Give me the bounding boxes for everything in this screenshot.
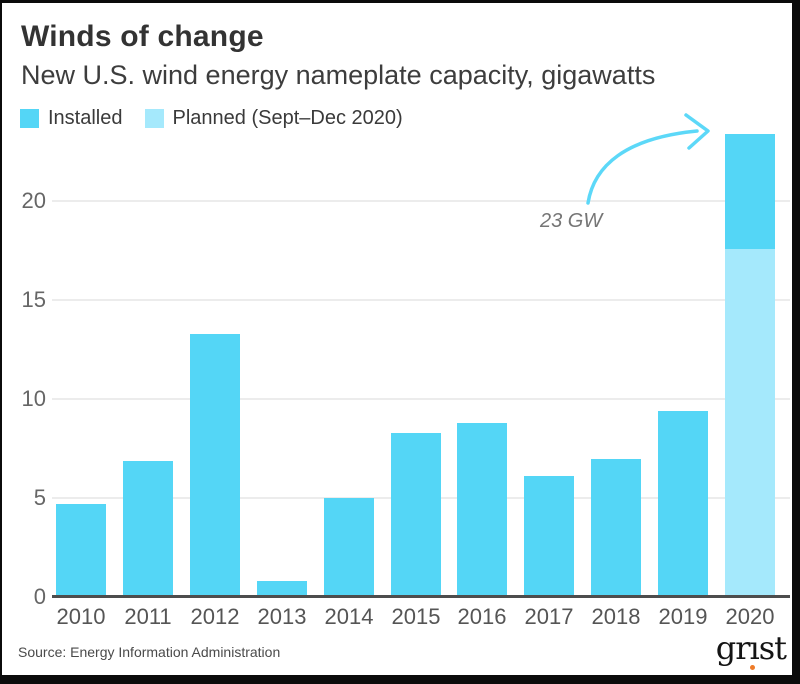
y-tick-label-10: 10 bbox=[21, 386, 46, 412]
frame-border-left bbox=[0, 0, 2, 684]
y-tick-label-5: 5 bbox=[33, 485, 46, 511]
x-tick-label-2018: 2018 bbox=[591, 604, 641, 629]
logo-dot bbox=[749, 665, 755, 670]
x-tick-label-2012: 2012 bbox=[190, 604, 240, 629]
chart-subtitle: New U.S. wind energy nameplate capacity,… bbox=[21, 60, 656, 90]
legend: Installed Planned (Sept–Dec 2020) bbox=[20, 107, 403, 130]
grist-logo: grıst bbox=[715, 629, 787, 670]
y-tick-label-0: 0 bbox=[33, 584, 46, 609]
gridline-10 bbox=[52, 398, 790, 401]
y-tick-label-15: 15 bbox=[21, 287, 46, 313]
gridline-15 bbox=[52, 299, 790, 302]
source-credit: Source: Energy Information Administratio… bbox=[18, 644, 281, 660]
x-tick-label-2016: 2016 bbox=[457, 604, 507, 629]
installed-swatch-icon bbox=[20, 109, 39, 128]
x-tick-label-2015: 2015 bbox=[391, 604, 441, 629]
x-tick-label-2014: 2014 bbox=[324, 604, 374, 629]
logo-letter-i: ı bbox=[749, 629, 759, 667]
legend-item-planned: Planned (Sept–Dec 2020) bbox=[144, 107, 403, 130]
logo-text-pre: gr bbox=[715, 629, 751, 667]
bar-2018-installed bbox=[591, 458, 641, 597]
x-tick-label-2011: 2011 bbox=[124, 604, 172, 629]
frame-border-bottom bbox=[0, 675, 800, 684]
chart-title: Winds of change bbox=[21, 20, 264, 53]
annotation-23gw: 23 GW bbox=[540, 210, 603, 232]
gridline-20 bbox=[52, 200, 790, 203]
bar-2020-planned bbox=[725, 248, 775, 597]
bar-2020-installed bbox=[725, 134, 775, 249]
x-tick-label-2017: 2017 bbox=[524, 604, 574, 629]
bar-2017-installed bbox=[524, 476, 574, 597]
bar-2013-installed bbox=[257, 581, 307, 597]
y-tick-label-20: 20 bbox=[21, 188, 46, 214]
legend-item-installed: Installed bbox=[20, 107, 123, 130]
frame-border-right bbox=[792, 0, 800, 684]
logo-text-post: st bbox=[758, 629, 787, 667]
planned-swatch-icon bbox=[144, 109, 164, 128]
bar-2012-installed bbox=[190, 333, 240, 597]
frame-border-top bbox=[0, 0, 800, 3]
bar-2010-installed bbox=[56, 504, 106, 597]
x-tick-label-2019: 2019 bbox=[658, 604, 708, 629]
legend-label-installed: Installed bbox=[48, 107, 123, 129]
legend-label-planned: Planned (Sept–Dec 2020) bbox=[172, 107, 403, 129]
bar-2019-installed bbox=[658, 411, 708, 597]
bar-2014-installed bbox=[324, 498, 374, 597]
bar-2011-installed bbox=[123, 460, 173, 597]
x-tick-label-2010: 2010 bbox=[56, 604, 106, 629]
x-tick-label-2013: 2013 bbox=[257, 604, 307, 629]
bar-2015-installed bbox=[391, 432, 441, 597]
x-tick-label-2020: 2020 bbox=[725, 604, 775, 629]
x-axis-line bbox=[52, 595, 790, 598]
bar-2016-installed bbox=[457, 422, 507, 597]
